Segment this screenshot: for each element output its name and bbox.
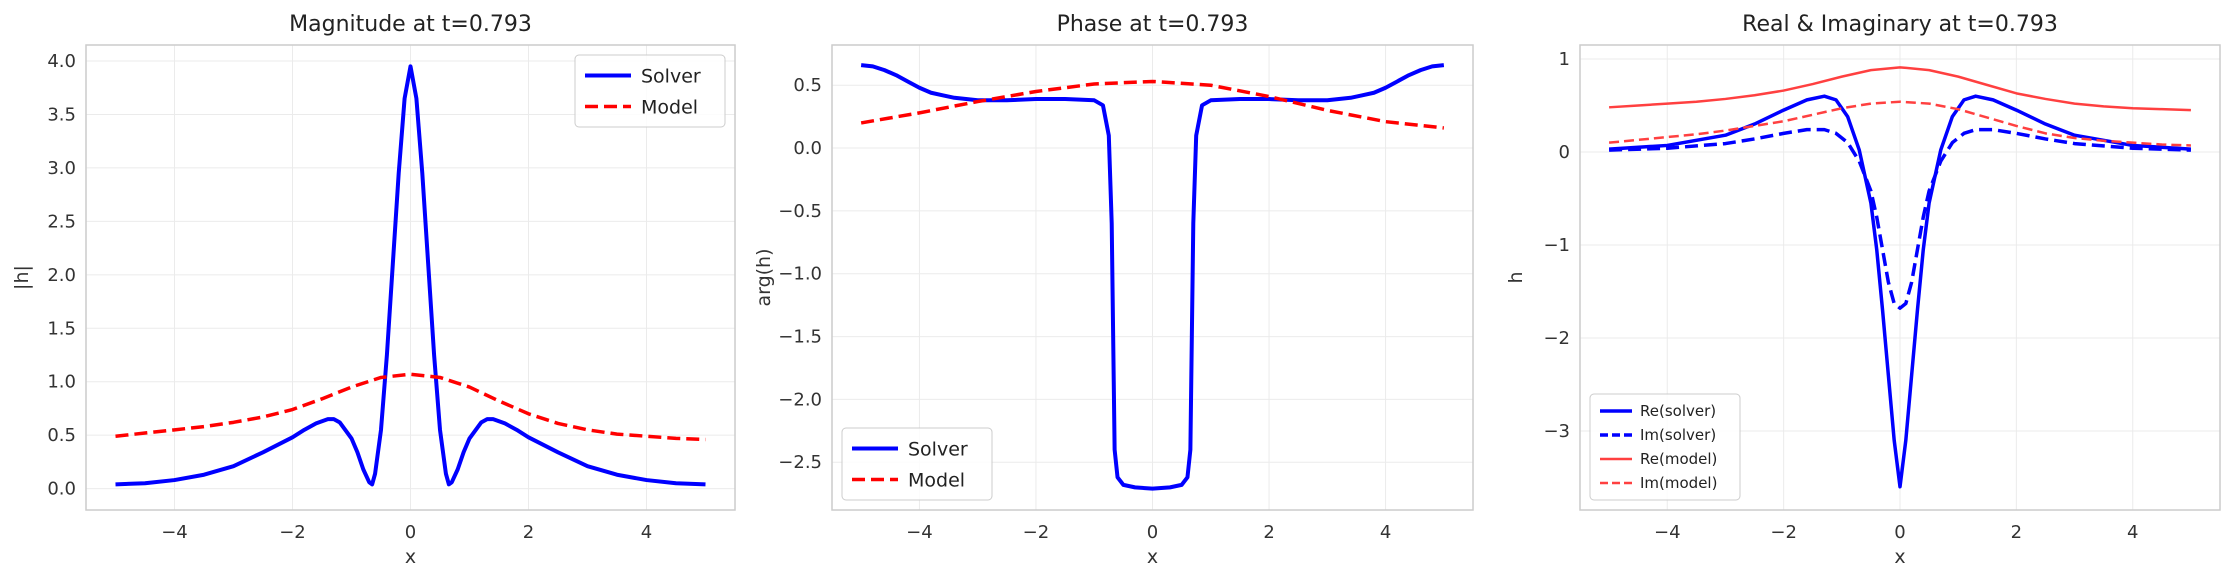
x-axis-label: x [1894,546,1905,568]
y-axis-label: |h| [11,265,33,290]
plot-frame [831,44,1474,511]
y-tick-label: −2.5 [778,452,822,473]
x-tick-label: 0 [405,522,416,543]
legend: Solver Model [574,54,726,128]
chart-title: Phase at t=0.793 [1057,12,1249,37]
y-axis-label: h [1505,271,1527,283]
chart-1: −4 −2 0 2 4 0.0 0.5 1.0 1.5 2.0 2.5 3.0 3.5 4.0 Magnit… [11,12,736,568]
x-tick-label: 2 [2011,522,2022,543]
series-line-im-solver- [1609,127,2191,310]
legend-entry: Re(model) [1640,450,1717,468]
y-tick-label: 0.0 [47,479,76,500]
y-tick-label: 1 [1559,49,1570,70]
legend: Solver Model [841,427,993,501]
legend-entry: Im(model) [1640,474,1717,492]
legend-entry: Solver [908,439,968,461]
y-tick-label: 4.0 [47,51,76,72]
y-tick-label: −1 [1543,235,1570,256]
x-tick-label: −4 [906,522,933,543]
y-tick-label: −3 [1543,421,1570,442]
y-tick-label: 3.5 [47,104,76,125]
x-tick-label: 2 [1263,522,1274,543]
y-tick-label: 0.0 [793,138,822,159]
y-axis-label: arg(h) [753,248,775,306]
legend-box [1589,393,1741,501]
y-tick-label: 0.5 [47,425,76,446]
series-line-re-model- [1609,66,2191,112]
legend: Re(solver) Im(solver) Re(model) Im(model) [1589,393,1741,501]
x-tick-label: −2 [279,522,306,543]
x-tick-label: 2 [523,522,534,543]
x-tick-label: 4 [2127,522,2138,543]
y-tick-label: 3.0 [47,158,76,179]
series-line-im-model- [1608,100,2191,147]
legend-entry: Model [908,470,965,492]
legend-entry: Re(solver) [1640,402,1716,420]
y-tick-label: 0 [1559,142,1570,163]
chart-title: Magnitude at t=0.793 [289,12,532,37]
y-tick-label: 0.5 [793,75,822,96]
x-tick-label: 0 [1894,522,1905,543]
y-tick-label: −2.0 [778,389,822,410]
series-line-re-solver- [1608,94,2192,489]
chart-3: −4 −2 0 2 4 −3 −2 −1 0 1 Real & Imaginary at t=0.7… [1505,12,2221,568]
x-axis-label: x [405,546,416,568]
legend-entry: Model [641,97,698,119]
series-line-solver [860,63,1445,491]
plot-frame [1579,44,2221,511]
x-tick-label: −2 [1023,522,1050,543]
series-line-solver [115,64,706,487]
x-tick-label: 0 [1147,522,1158,543]
legend-entry: Solver [641,66,701,88]
x-tick-label: 4 [641,522,652,543]
x-axis-label: x [1147,546,1158,568]
series-line-model [860,79,1445,130]
y-tick-label: −2 [1543,328,1570,349]
y-tick-label: 1.0 [47,372,76,393]
chart-2: −4 −2 0 2 4 −2.5 −2.0 −1.5 −1.0 −0.5 0.0 0.5 Phase a… [753,12,1474,568]
x-tick-label: 4 [1380,522,1391,543]
x-tick-label: −4 [161,522,188,543]
x-tick-label: −2 [1770,522,1797,543]
x-tick-label: −4 [1654,522,1681,543]
y-tick-label: −1.0 [778,264,822,285]
legend-entry: Im(solver) [1640,426,1716,444]
y-tick-label: −1.5 [778,327,822,348]
y-tick-label: 2.0 [47,265,76,286]
chart-title: Real & Imaginary at t=0.793 [1742,12,2058,37]
legend-box [841,427,993,501]
series-line-model [115,372,706,442]
y-tick-label: 1.5 [47,318,76,339]
plot-frame [85,44,736,511]
y-tick-label: 2.5 [47,211,76,232]
y-tick-label: −0.5 [778,201,822,222]
legend-box [574,54,726,128]
